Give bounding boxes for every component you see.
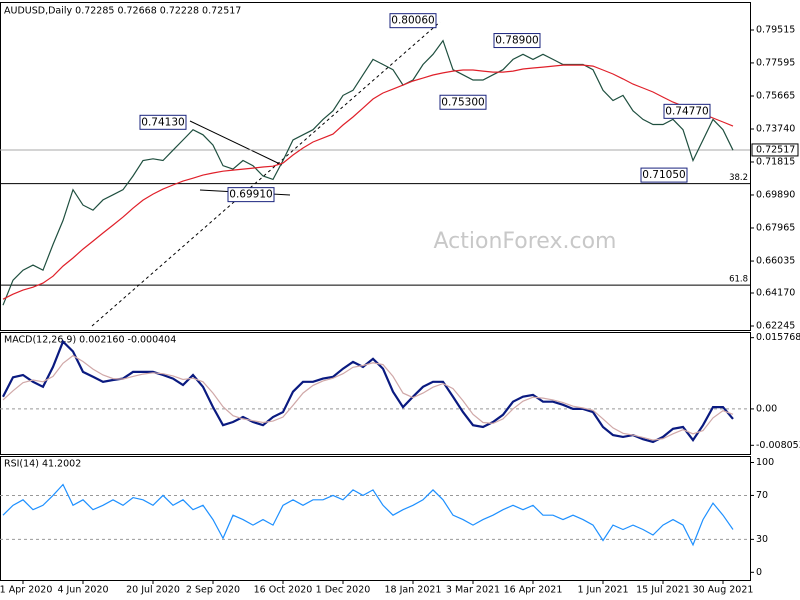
y-tick-label: 70 [756,490,768,501]
y-tick-label: 0.79515 [756,25,795,36]
series-line [2,339,734,444]
fib-level-label: 61.8 [729,275,748,285]
y-tick-label: 0.75665 [756,90,795,101]
x-tick-label: 1 Dec 2020 [316,585,371,596]
price-annotation-label: 0.80060 [391,15,434,27]
x-tick-label: 1 Jun 2021 [577,585,628,596]
y-tick-label: 0.69890 [756,189,795,200]
series-line [2,39,734,306]
x-tick-label: 30 Aug 2021 [693,585,754,596]
y-tick-label: 0.67965 [756,222,795,233]
price-annotation-label: 0.75300 [441,96,484,108]
y-tick-label: 0.73740 [756,123,795,134]
last-price-box [751,143,799,157]
panel-borders [0,2,751,581]
price-title: AUDUSD,Daily 0.72285 0.72668 0.72228 0.7… [4,6,241,17]
y-tick-label: 30 [756,534,768,545]
price-annotation-box [389,13,437,29]
price-annotation-box [663,103,711,119]
price-annotation-box [227,187,275,203]
price-annotation-label: 0.78900 [495,35,538,47]
last-price-label: 0.72517 [756,144,795,155]
y-tick-label: 0.64170 [756,288,795,299]
y-tick-label: 0.62245 [756,321,795,332]
price-annotation-box [640,167,688,183]
y-tick-label: 0.71815 [756,156,795,167]
x-tick-label: 16 Apr 2021 [504,585,563,596]
price-annotation-label: 0.71050 [642,169,685,181]
x-tick-label: 18 Jan 2021 [385,585,442,596]
watermark: ActionForex.com [434,229,617,254]
x-tick-label: 15 Jul 2021 [636,585,690,596]
x-tick-label: 2 Sep 2020 [186,585,240,596]
x-tick-label: 21 Apr 2020 [0,585,52,596]
x-tick-label: 20 Jul 2020 [126,585,180,596]
series-line [2,354,734,441]
y-tick-label: 0.00 [756,403,777,414]
y-tick-label: 0.77595 [756,57,795,68]
price-panel-border [0,2,751,331]
price-annotation-label: 0.74130 [141,116,184,128]
price-annotation-box [493,33,541,49]
price-annotation-box [139,114,187,130]
price-annotation-box [439,94,487,110]
macd-panel-border [0,332,751,455]
rsi-panel-border [0,456,751,581]
macd-title: MACD(12,26,9) 0.002160 -0.000404 [4,335,176,346]
series-line [2,64,734,300]
y-tick-label: 0 [756,567,762,578]
triangle-upper-line [189,120,283,166]
y-tick-label: 0.015768 [756,332,800,343]
y-tick-label: 0.66035 [756,256,795,267]
fib-level-label: 38.2 [729,173,748,183]
y-tick-label: -0.008053 [756,440,800,451]
trend-channel-line [91,21,441,327]
price-annotation-label: 0.74770 [665,105,708,117]
y-tick-label: 100 [756,457,774,468]
price-annotation-label: 0.69910 [229,189,272,201]
series-line [2,483,734,547]
rsi-title: RSI(14) 41.2002 [4,459,81,470]
x-tick-label: 3 Mar 2021 [446,585,500,596]
x-tick-label: 4 Jun 2020 [57,585,108,596]
x-tick-label: 16 Oct 2020 [254,585,313,596]
